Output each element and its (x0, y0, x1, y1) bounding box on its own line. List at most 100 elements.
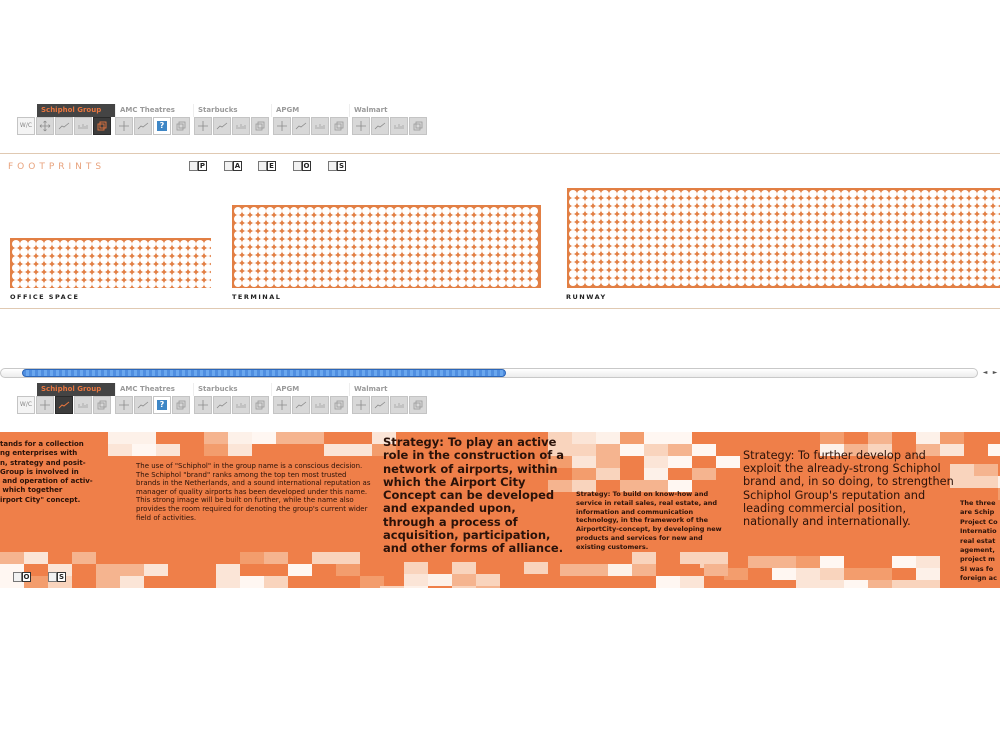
footprint-dot (641, 278, 649, 286)
footprint-dot (378, 247, 386, 255)
footprint-dot (370, 279, 378, 287)
footprint-dot (729, 198, 737, 206)
layers-button[interactable] (409, 117, 427, 135)
footprint-dot (52, 280, 60, 288)
line-chart-button[interactable] (371, 117, 389, 135)
footprint-dot (258, 231, 266, 239)
bar-chart-button[interactable] (390, 117, 408, 135)
footprint-dot (12, 240, 20, 248)
doc-button-p[interactable]: P (189, 161, 207, 171)
line-chart-button[interactable] (292, 117, 310, 135)
tab-schiphol-group[interactable]: Schiphol Group (37, 383, 115, 396)
footprint-dot (314, 223, 322, 231)
footprint-dot (721, 238, 729, 246)
doc-button-o[interactable]: O (13, 572, 31, 582)
bar-chart-button[interactable] (232, 396, 250, 414)
footprint-dot (242, 239, 250, 247)
scroll-left-button[interactable]: ◄ (982, 369, 988, 376)
bar-chart-button[interactable] (311, 396, 329, 414)
doc-button-e[interactable]: E (258, 161, 276, 171)
bar-chart-button[interactable] (232, 117, 250, 135)
tab-schiphol-group[interactable]: Schiphol Group (37, 104, 115, 117)
footprint-dot (665, 214, 673, 222)
bar-chart-button[interactable] (311, 117, 329, 135)
layers-button[interactable] (330, 396, 348, 414)
footprint-dot (617, 230, 625, 238)
line-chart-button[interactable] (55, 117, 73, 135)
footprint-dot (753, 246, 761, 254)
tab-walmart[interactable]: Walmart (349, 383, 427, 396)
layers-button[interactable] (251, 117, 269, 135)
doc-button-a[interactable]: A (224, 161, 242, 171)
footprint-dot (290, 271, 298, 279)
move-icon (119, 121, 129, 131)
line-chart-button[interactable] (134, 117, 152, 135)
layers-button[interactable] (172, 117, 190, 135)
line-chart-button[interactable] (55, 396, 73, 414)
layers-button[interactable] (93, 396, 111, 414)
footprint-dot (338, 231, 346, 239)
wc-toggle-button[interactable]: W/C (17, 396, 35, 414)
footprint-dot (609, 278, 617, 286)
move-button[interactable] (194, 117, 212, 135)
footprint-dot (833, 262, 841, 270)
move-button[interactable] (273, 117, 291, 135)
footprint-dot (913, 246, 921, 254)
footprint-dot (402, 223, 410, 231)
bar-chart-button[interactable] (74, 396, 92, 414)
scroll-right-button[interactable]: ► (992, 369, 998, 376)
footprint-dot (633, 230, 641, 238)
footprint-dot (753, 198, 761, 206)
bar-chart-button[interactable] (390, 396, 408, 414)
tab-apgm[interactable]: APGM (271, 383, 349, 396)
line-chart-button[interactable] (213, 117, 231, 135)
line-chart-button[interactable] (213, 396, 231, 414)
footprint-dot (961, 190, 969, 198)
doc-button-s[interactable]: S (48, 572, 66, 582)
tab-apgm[interactable]: APGM (271, 104, 349, 117)
move-button[interactable] (194, 396, 212, 414)
line-chart-button[interactable] (371, 396, 389, 414)
help-button[interactable]: ? (153, 396, 171, 414)
move-button[interactable] (36, 117, 54, 135)
move-button[interactable] (36, 396, 54, 414)
layers-button[interactable] (409, 396, 427, 414)
move-button[interactable] (273, 396, 291, 414)
bar-chart-button[interactable] (74, 117, 92, 135)
tab-amc-theatres[interactable]: AMC Theatres (115, 383, 193, 396)
layers-button[interactable] (251, 396, 269, 414)
footprint-dot (362, 223, 370, 231)
move-button[interactable] (352, 117, 370, 135)
layers-button[interactable] (93, 117, 111, 135)
mosaic-tile (704, 564, 728, 576)
tab-starbucks[interactable]: Starbucks (193, 104, 271, 117)
move-button[interactable] (115, 396, 133, 414)
footprint-dot (442, 231, 450, 239)
doc-button-o[interactable]: O (293, 161, 311, 171)
footprint-dot (116, 272, 124, 280)
layers-button[interactable] (172, 396, 190, 414)
scrollbar-thumb[interactable] (22, 369, 506, 377)
footprint-dot (522, 231, 530, 239)
footprint-dot (60, 248, 68, 256)
line-chart-button[interactable] (292, 396, 310, 414)
footprint-dot (689, 198, 697, 206)
tab-walmart[interactable]: Walmart (349, 104, 427, 117)
footprint-dot (458, 271, 466, 279)
move-button[interactable] (352, 396, 370, 414)
tab-amc-theatres[interactable]: AMC Theatres (115, 104, 193, 117)
strategy-network-text: Strategy: To play an active role in the … (383, 435, 565, 556)
footprint-dot (482, 239, 490, 247)
footprint-dot (426, 207, 434, 215)
line-chart-button[interactable] (134, 396, 152, 414)
move-button[interactable] (115, 117, 133, 135)
mosaic-tile (692, 468, 716, 480)
layers-button[interactable] (330, 117, 348, 135)
doc-button-s[interactable]: S (328, 161, 346, 171)
footprint-dot (641, 254, 649, 262)
mosaic-tile (120, 576, 144, 588)
strategy-brand-text: Strategy: To further develop and exploit… (743, 449, 954, 529)
tab-starbucks[interactable]: Starbucks (193, 383, 271, 396)
help-button[interactable]: ? (153, 117, 171, 135)
wc-toggle-button[interactable]: W/C (17, 117, 35, 135)
